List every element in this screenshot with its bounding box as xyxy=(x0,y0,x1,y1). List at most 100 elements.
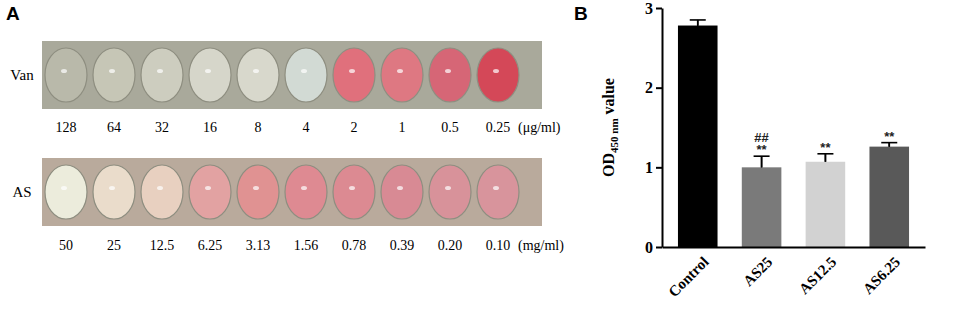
well-highlight xyxy=(349,69,355,73)
x-tick: AS12.5 xyxy=(796,247,839,297)
well xyxy=(237,165,279,219)
concentration-label: 16 xyxy=(203,120,217,135)
well-highlight xyxy=(109,186,115,190)
well xyxy=(333,48,375,102)
well-highlight xyxy=(445,186,451,190)
well-highlight xyxy=(493,69,499,73)
well-row: Van12864321684210.50.25(μg/ml) xyxy=(10,41,561,136)
y-axis-title-suffix: value xyxy=(600,78,617,118)
concentration-label: 3.13 xyxy=(246,238,271,253)
well-highlight xyxy=(205,186,211,190)
well-highlight xyxy=(157,69,163,73)
concentration-label: 0.78 xyxy=(342,238,367,253)
y-tick-mark xyxy=(656,247,662,249)
unit-label: (mg/ml) xyxy=(518,238,564,254)
bar xyxy=(869,147,909,247)
panel-label: B xyxy=(574,3,588,24)
y-axis-title-subscript: 450 nm xyxy=(608,118,620,153)
y-axis-title-main: OD xyxy=(600,153,617,177)
y-axis: 0 1 2 3 xyxy=(645,0,663,256)
concentration-label: 4 xyxy=(303,120,310,135)
x-axis: Control AS25 AS12.5 AS6.25 xyxy=(663,247,926,300)
concentration-label: 1 xyxy=(399,120,406,135)
well xyxy=(93,48,135,102)
y-axis-line xyxy=(662,9,664,248)
concentration-label: 12.5 xyxy=(150,238,175,253)
plate-strip xyxy=(42,158,542,226)
well-highlight xyxy=(301,186,307,190)
x-axis-line xyxy=(663,247,926,249)
y-tick-label: 2 xyxy=(645,79,653,96)
x-tick: AS25 xyxy=(740,247,775,289)
well-highlight xyxy=(397,186,403,190)
plot-marks xyxy=(678,20,909,247)
y-tick-mark xyxy=(656,8,662,10)
x-tick-label: AS6.25 xyxy=(860,254,903,297)
well xyxy=(333,165,375,219)
row-label: Van xyxy=(10,67,34,83)
y-tick-label: 0 xyxy=(645,239,653,256)
x-tick: AS6.25 xyxy=(860,247,903,297)
row-label: AS xyxy=(12,184,31,200)
well-highlight xyxy=(253,186,259,190)
well xyxy=(189,165,231,219)
well xyxy=(189,48,231,102)
concentration-label: 32 xyxy=(155,120,169,135)
bar xyxy=(806,162,846,247)
well xyxy=(477,48,519,102)
y-tick-label: 1 xyxy=(645,159,653,176)
well xyxy=(429,165,471,219)
concentration-label: 8 xyxy=(255,120,262,135)
error-upper xyxy=(697,20,699,26)
bar xyxy=(742,167,782,247)
well-highlight xyxy=(157,186,163,190)
concentration-label: 0.5 xyxy=(441,120,459,135)
well xyxy=(381,165,423,219)
well xyxy=(477,165,519,219)
well-highlight xyxy=(493,186,499,190)
well-row: AS502512.56.253.131.560.780.390.200.10(m… xyxy=(12,158,564,254)
concentration-label: 128 xyxy=(56,120,77,135)
y-tick: 1 xyxy=(645,159,662,176)
concentration-label: 50 xyxy=(59,238,73,253)
x-tick-label: AS25 xyxy=(740,254,775,289)
well xyxy=(285,48,327,102)
well xyxy=(141,48,183,102)
y-tick-mark xyxy=(656,87,662,89)
annotations: ##****** xyxy=(754,129,895,158)
well-highlight xyxy=(253,69,259,73)
well xyxy=(45,165,87,219)
concentration-label: 1.56 xyxy=(294,238,319,253)
well-highlight xyxy=(61,69,67,73)
y-axis-title: OD450 nm value xyxy=(600,78,620,177)
well-highlight xyxy=(349,186,355,190)
well xyxy=(429,48,471,102)
significance-mark: ** xyxy=(884,129,895,144)
y-tick: 3 xyxy=(645,0,662,17)
y-tick: 0 xyxy=(645,239,662,256)
x-tick-label: Control xyxy=(665,254,711,300)
well-highlight xyxy=(301,69,307,73)
y-tick: 2 xyxy=(645,79,662,96)
well-highlight xyxy=(109,69,115,73)
concentration-label: 2 xyxy=(351,120,358,135)
significance-mark: ** xyxy=(820,140,831,155)
well xyxy=(45,48,87,102)
figure: AVan12864321684210.50.25(μg/ml)AS502512.… xyxy=(0,0,962,314)
well xyxy=(93,165,135,219)
error-upper xyxy=(825,154,827,162)
well xyxy=(141,165,183,219)
plate-strip xyxy=(42,41,542,109)
concentration-label: 25 xyxy=(107,238,121,253)
bar xyxy=(678,26,718,247)
panel-label: A xyxy=(6,3,20,24)
well-highlight xyxy=(445,69,451,73)
concentration-label: 0.10 xyxy=(486,238,511,253)
concentration-label: 0.39 xyxy=(390,238,415,253)
well xyxy=(237,48,279,102)
unit-label: (μg/ml) xyxy=(518,120,561,136)
y-tick-mark xyxy=(656,167,662,169)
error-upper xyxy=(761,156,763,167)
concentration-label: 0.20 xyxy=(438,238,463,253)
well-highlight xyxy=(397,69,403,73)
